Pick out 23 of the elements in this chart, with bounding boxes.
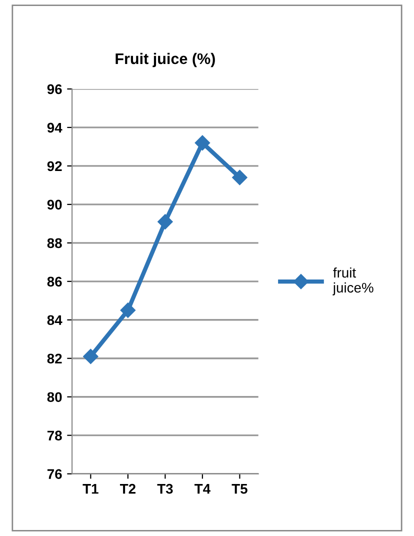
point [232,170,248,186]
point [120,302,136,318]
y-tick-label: 90 [47,200,62,210]
point [194,135,210,150]
x-tick-label: T4 [194,484,210,494]
y-tick-label: 84 [47,315,62,326]
x-tick-label: T3 [157,484,173,494]
y-tick-label: 96 [47,84,62,94]
y-tick-label: 78 [47,430,62,441]
legend-label: fruit juice% [332,267,374,296]
y-tick-label: 76 [47,469,62,479]
y-tick-label: 88 [47,238,62,248]
x-tick-label: T5 [232,484,248,494]
point [158,214,173,230]
x-tick-label: T1 [82,484,98,494]
y-tick-label: 82 [47,354,62,364]
y-tick-label: 92 [47,161,62,172]
y-tick-label: 94 [47,122,62,133]
x-tick-label: T2 [120,484,136,494]
chart-title: Fruit juice (%) [116,52,215,68]
point [83,348,98,364]
y-tick-label: 86 [47,276,62,287]
y-tick-label: 80 [47,392,62,402]
